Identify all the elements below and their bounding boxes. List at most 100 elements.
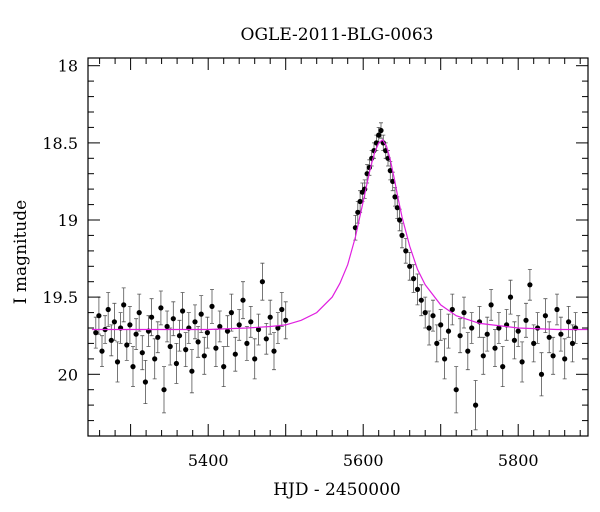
data-point-110 [527, 282, 533, 288]
y-axis-label: I magnitude [11, 200, 31, 304]
data-point-88 [442, 356, 448, 362]
data-point-49 [255, 326, 262, 333]
data-point-7 [114, 359, 121, 365]
data-point-114 [542, 313, 549, 319]
data-point-21 [158, 305, 164, 311]
data-point-92 [457, 333, 463, 339]
data-point-9 [121, 302, 127, 308]
data-point-94 [465, 348, 471, 354]
data-point-113 [538, 371, 545, 377]
data-point-12 [130, 364, 136, 370]
data-point-117 [554, 306, 560, 313]
data-point-87 [438, 322, 444, 328]
data-point-72 [387, 168, 393, 174]
data-point-107 [515, 328, 521, 334]
data-point-34 [198, 311, 204, 317]
data-point-102 [496, 325, 502, 331]
data-point-31 [189, 368, 195, 374]
data-point-20 [155, 334, 161, 340]
data-point-98 [480, 353, 486, 359]
data-point-42 [228, 310, 234, 316]
x-tick-label-5400: 5400 [188, 451, 229, 470]
y-tick-label-19.5: 19.5 [42, 288, 78, 307]
y-tick-label-19: 19 [58, 211, 78, 230]
data-point-37 [209, 303, 215, 309]
data-point-28 [180, 308, 186, 314]
data-point-106 [511, 337, 517, 343]
data-point-121 [569, 340, 576, 346]
data-point-11 [127, 322, 133, 328]
data-point-89 [445, 328, 452, 334]
data-point-67 [376, 132, 382, 138]
tick-labels: 5400 5600 5800 18 18.5 19 19.5 20 [42, 57, 538, 470]
data-point-10 [124, 342, 130, 348]
data-point-25 [170, 316, 176, 322]
data-point-54 [275, 325, 281, 331]
data-point-59 [357, 198, 363, 205]
data-point-69 [380, 140, 386, 146]
data-point-46 [244, 340, 250, 346]
data-point-55 [279, 306, 285, 313]
x-tick-label-5800: 5800 [498, 451, 539, 470]
data-point-101 [492, 345, 498, 351]
data-point-33 [195, 339, 201, 345]
data-point-39 [217, 323, 223, 330]
data-point-43 [232, 351, 238, 357]
data-point-96 [473, 402, 479, 408]
data-point-13 [133, 331, 139, 337]
data-point-19 [152, 356, 158, 362]
data-point-56 [283, 317, 289, 323]
data-point-103 [500, 364, 506, 370]
data-point-78 [403, 248, 409, 254]
x-axis-label: HJD - 2450000 [273, 480, 401, 500]
data-point-115 [546, 334, 552, 340]
plot-frame [87, 57, 589, 437]
data-points [93, 127, 579, 408]
data-point-95 [469, 325, 475, 331]
data-point-109 [523, 317, 529, 323]
y-tick-label-18.5: 18.5 [42, 134, 78, 153]
data-point-105 [507, 294, 514, 300]
data-point-116 [550, 353, 556, 359]
data-point-99 [484, 331, 490, 337]
y-tick-label-18: 18 [58, 57, 78, 76]
data-point-77 [399, 232, 405, 238]
data-point-1 [96, 313, 102, 319]
data-point-91 [453, 387, 459, 393]
data-point-75 [394, 205, 400, 211]
data-point-79 [407, 263, 413, 269]
data-point-5 [108, 337, 114, 343]
axis-ticks [88, 58, 588, 437]
data-point-120 [566, 319, 572, 325]
data-point-100 [488, 302, 494, 308]
data-point-86 [434, 340, 440, 346]
error-bars [93, 122, 578, 431]
data-point-2 [99, 348, 105, 354]
data-point-58 [355, 209, 361, 215]
data-point-76 [397, 217, 403, 223]
data-point-27 [176, 333, 183, 339]
data-point-14 [136, 310, 142, 316]
data-point-26 [173, 360, 179, 367]
data-point-82 [418, 297, 424, 303]
data-point-0 [93, 330, 99, 336]
data-point-50 [259, 279, 265, 285]
data-point-48 [252, 356, 258, 362]
data-point-52 [267, 314, 273, 320]
data-point-112 [535, 325, 541, 331]
data-point-119 [562, 356, 568, 362]
data-point-40 [221, 364, 227, 370]
data-point-23 [164, 323, 170, 330]
x-tick-label-5600: 5600 [343, 451, 384, 470]
data-point-44 [236, 322, 242, 328]
data-point-41 [224, 328, 231, 334]
data-point-45 [240, 297, 246, 303]
data-point-4 [105, 306, 111, 313]
data-point-74 [392, 194, 398, 200]
data-point-15 [139, 350, 145, 356]
data-point-90 [449, 306, 455, 313]
chart-title: OGLE-2011-BLG-0063 [241, 25, 434, 45]
data-point-22 [161, 387, 167, 393]
data-point-84 [426, 325, 432, 331]
